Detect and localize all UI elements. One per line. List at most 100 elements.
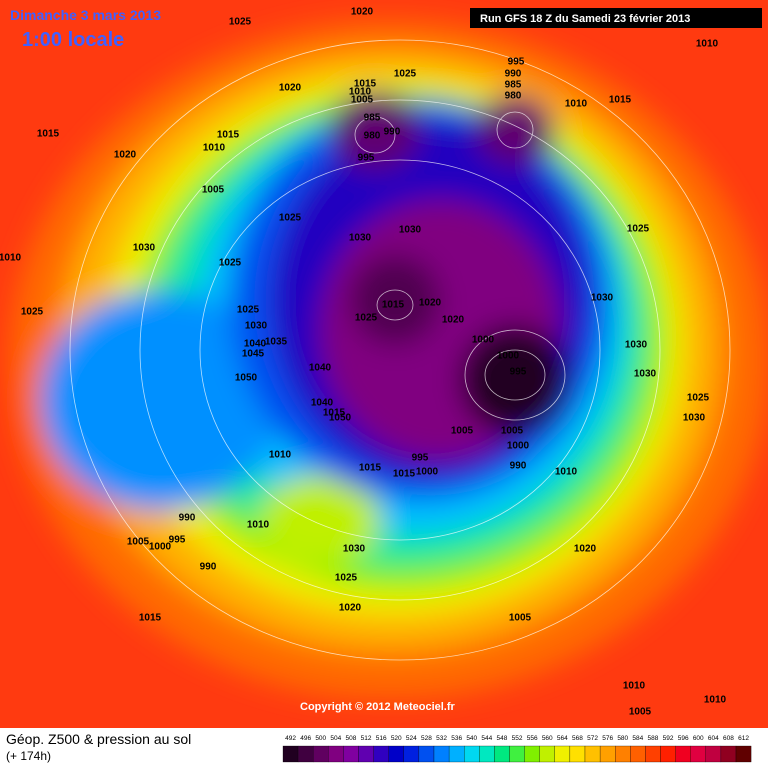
isobar-label: 1030 <box>634 369 657 380</box>
isobar-label: 1010 <box>203 143 226 154</box>
isobar-label: 1025 <box>21 307 44 318</box>
isobar-label: 1000 <box>497 351 520 362</box>
isobar-label: 1030 <box>245 321 268 332</box>
scale-swatch <box>297 745 314 763</box>
isobar-label: 1015 <box>354 79 377 90</box>
isobar-label: 990 <box>384 127 401 138</box>
isobar-label: 985 <box>505 80 522 91</box>
scale-label: 512 <box>361 735 372 742</box>
isobar-label: 1025 <box>279 213 302 224</box>
isobar-label: 1015 <box>609 95 632 106</box>
isobar-label: 1030 <box>133 243 156 254</box>
scale-label: 584 <box>632 735 643 742</box>
isobar-label: 1020 <box>351 7 374 18</box>
isobar-label: 1010 <box>555 467 578 478</box>
scale-label: 540 <box>466 735 477 742</box>
scale-label: 588 <box>648 735 659 742</box>
isobar-label: 1030 <box>349 233 372 244</box>
isobar-label: 1015 <box>217 130 240 141</box>
run-info: Run GFS 18 Z du Samedi 23 février 2013 <box>480 13 690 25</box>
isobar-label: 1025 <box>687 393 710 404</box>
scale-label: 604 <box>708 735 719 742</box>
scale-swatch <box>494 745 510 763</box>
isobar-label: 1030 <box>625 340 648 351</box>
date-title: Dimanche 3 mars 2013 <box>10 7 161 23</box>
isobar-label: 1025 <box>627 224 650 235</box>
isobar-label: 1005 <box>501 426 524 437</box>
copyright: Copyright © 2012 Meteociel.fr <box>300 701 456 713</box>
isobar-label: 990 <box>200 562 217 573</box>
isobar-label: 1050 <box>235 373 258 384</box>
isobar-label: 1015 <box>382 300 405 311</box>
isobar-label: 1025 <box>237 305 260 316</box>
scale-label: 536 <box>451 735 462 742</box>
scale-label: 532 <box>436 735 447 742</box>
scale-label: 496 <box>300 735 311 742</box>
isobar-label: 1025 <box>355 313 378 324</box>
isobar-label: 1010 <box>696 39 719 50</box>
scale-swatch <box>343 745 359 763</box>
isobar-label: 1015 <box>37 129 60 140</box>
scale-label: 556 <box>527 735 538 742</box>
scale-swatch <box>675 745 691 763</box>
scale-label: 608 <box>723 735 734 742</box>
isobar-label: 1005 <box>629 707 652 718</box>
scale-label: 528 <box>421 735 432 742</box>
map-field <box>0 0 768 728</box>
scale-label: 492 <box>285 735 296 742</box>
scale-swatch <box>539 745 555 763</box>
scale-swatch <box>569 745 586 763</box>
isobar-label: 1030 <box>343 544 366 555</box>
scale-label: 568 <box>572 735 583 742</box>
isobar-label: 1020 <box>279 83 302 94</box>
isobar-label: 1045 <box>242 349 265 360</box>
scale-label: 600 <box>693 735 704 742</box>
isobar-label: 980 <box>505 91 522 102</box>
scale-swatch <box>509 745 525 763</box>
scale-label: 552 <box>512 735 523 742</box>
scale-swatch <box>554 745 571 763</box>
isobar-label: 1020 <box>419 298 442 309</box>
isobar-label: 1005 <box>509 613 532 624</box>
isobar-label: 995 <box>412 453 429 464</box>
isobar-label: 1005 <box>127 537 150 548</box>
isobar-label: 1020 <box>114 150 137 161</box>
isobar-label: 1040 <box>311 398 334 409</box>
isobar-label: 1035 <box>265 337 288 348</box>
isobar-label: 995 <box>508 57 525 68</box>
isobar-label: 990 <box>510 461 527 472</box>
scale-swatch <box>388 745 404 763</box>
isobar-label: 1000 <box>472 335 495 346</box>
isobar-label: 990 <box>179 513 196 524</box>
scale-label: 560 <box>542 735 553 742</box>
scale-swatch <box>705 745 722 763</box>
scale-swatch <box>735 745 752 763</box>
isobar-label: 1010 <box>565 99 588 110</box>
isobar-label: 1000 <box>416 467 439 478</box>
isobar-label: 1030 <box>591 293 614 304</box>
isobar-label: 1000 <box>507 441 530 452</box>
isobar-label: 1025 <box>335 573 358 584</box>
isobar-label: 995 <box>510 367 527 378</box>
scale-label: 612 <box>738 735 749 742</box>
isobar-label: 1010 <box>247 520 270 531</box>
scale-label: 596 <box>678 735 689 742</box>
isobar-label: 1025 <box>219 258 242 269</box>
run-box <box>470 8 762 28</box>
legend-title: Géop. Z500 & pression au sol <box>6 731 191 747</box>
isobar-label: 1010 <box>704 695 727 706</box>
scale-label: 564 <box>557 735 568 742</box>
isobar-label: 1025 <box>229 17 252 28</box>
scale-label: 580 <box>617 735 628 742</box>
scale-label: 576 <box>602 735 613 742</box>
scale-swatch <box>313 745 329 763</box>
scale-swatch <box>584 745 601 763</box>
scale-swatch <box>524 745 540 763</box>
scale-swatch <box>358 745 374 763</box>
isobar-label: 1020 <box>339 603 362 614</box>
isobar-label: 985 <box>364 113 381 124</box>
isobar-label: 1015 <box>359 463 382 474</box>
scale-swatch <box>328 745 344 763</box>
scale-label: 520 <box>391 735 402 742</box>
scale-swatch <box>599 745 616 763</box>
